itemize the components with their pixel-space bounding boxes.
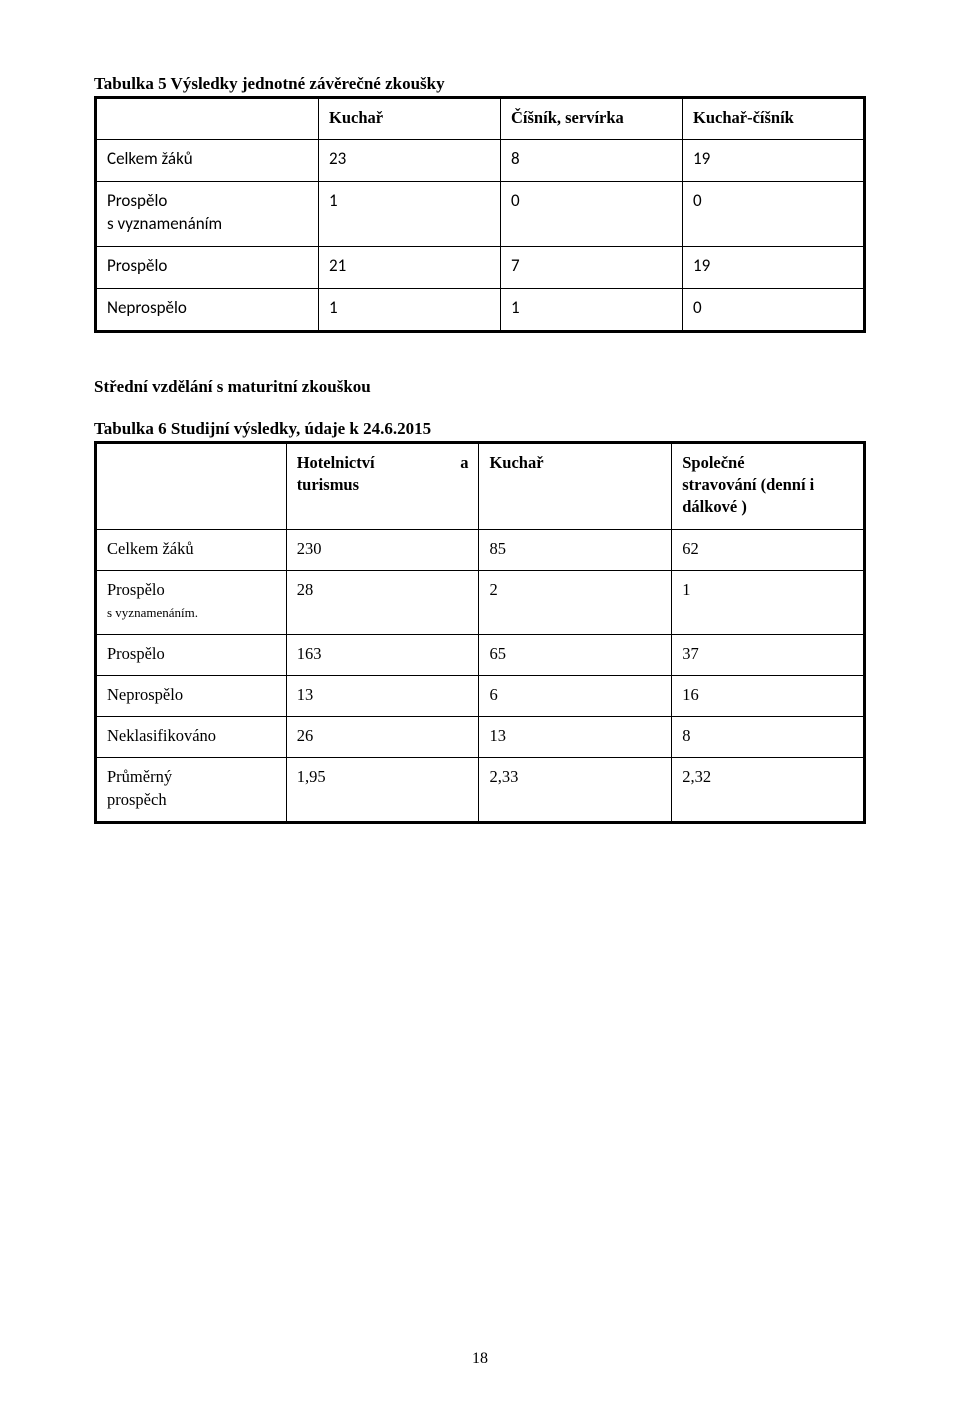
cell-label: Průměrný prospěch: [96, 758, 287, 823]
cell-value: 2,33: [479, 758, 672, 823]
table-row: Průměrný prospěch 1,95 2,33 2,32: [96, 758, 865, 823]
cell-value: 13: [479, 717, 672, 758]
cell-value: 1: [501, 289, 683, 332]
page-number: 18: [0, 1350, 960, 1368]
table6-header-empty: [96, 442, 287, 529]
cell-value: 6: [479, 675, 672, 716]
label-main: Prospělo: [107, 190, 167, 211]
table5: Kuchař Číšník, servírka Kuchař-číšník Ce…: [94, 96, 866, 333]
cell-value: 19: [682, 247, 864, 289]
cell-value: 62: [672, 529, 865, 570]
cell-value: 26: [286, 717, 479, 758]
header-text: turismus: [297, 475, 359, 494]
cell-value: 2,32: [672, 758, 865, 823]
cell-value: 37: [672, 634, 865, 675]
cell-value: 0: [501, 182, 683, 247]
cell-value: 65: [479, 634, 672, 675]
table5-title: Tabulka 5 Výsledky jednotné závěrečné zk…: [94, 74, 866, 94]
table-row: Celkem žáků 23 8 19: [96, 140, 865, 182]
cell-value: 16: [672, 675, 865, 716]
table-row: Celkem žáků 230 85 62: [96, 529, 865, 570]
cell-value: 230: [286, 529, 479, 570]
cell-value: 7: [501, 247, 683, 289]
table6: Hotelnictví a turismus Kuchař Společné s…: [94, 441, 866, 824]
label-sub: s vyznamenáním: [107, 213, 222, 234]
cell-label: Celkem žáků: [96, 140, 319, 182]
table6-header-kuchar: Kuchař: [479, 442, 672, 529]
table-row: Prospělo s vyznamenáním. 28 2 1: [96, 571, 865, 635]
table5-header-cisnik: Číšník, servírka: [501, 98, 683, 140]
table5-header-kuchar-cisnik: Kuchař-číšník: [682, 98, 864, 140]
table6-header-hotelnictvi: Hotelnictví a turismus: [286, 442, 479, 529]
cell-label: Prospělo: [96, 247, 319, 289]
label-main: Prospělo: [107, 580, 165, 599]
table5-header-kuchar: Kuchař: [319, 98, 501, 140]
cell-value: 13: [286, 675, 479, 716]
label-sub: s vyznamenáním.: [107, 605, 198, 620]
cell-value: 0: [682, 289, 864, 332]
header-text: Hotelnictví: [297, 452, 375, 474]
cell-label: Neklasifikováno: [96, 717, 287, 758]
table-row: Neprospělo 13 6 16: [96, 675, 865, 716]
table-row: Neprospělo 1 1 0: [96, 289, 865, 332]
section-heading: Střední vzdělání s maturitní zkouškou: [94, 377, 866, 397]
cell-value: 28: [286, 571, 479, 635]
table6-title: Tabulka 6 Studijní výsledky, údaje k 24.…: [94, 419, 866, 439]
cell-label: Neprospělo: [96, 289, 319, 332]
cell-value: 85: [479, 529, 672, 570]
cell-label: Celkem žáků: [96, 529, 287, 570]
table5-header-row: Kuchař Číšník, servírka Kuchař-číšník: [96, 98, 865, 140]
cell-label: Neprospělo: [96, 675, 287, 716]
header-text: stravování (denní i: [682, 475, 814, 494]
cell-value: 163: [286, 634, 479, 675]
table-row: Prospělo 21 7 19: [96, 247, 865, 289]
header-text: Společné: [682, 453, 744, 472]
cell-label: Prospělo: [96, 634, 287, 675]
cell-value: 0: [682, 182, 864, 247]
table6-header-spolecne: Společné stravování (denní i dálkové ): [672, 442, 865, 529]
table-row: Prospělo s vyznamenáním 1 0 0: [96, 182, 865, 247]
cell-value: 19: [682, 140, 864, 182]
table-row: Prospělo 163 65 37: [96, 634, 865, 675]
table-row: Neklasifikováno 26 13 8: [96, 717, 865, 758]
table6-header-row: Hotelnictví a turismus Kuchař Společné s…: [96, 442, 865, 529]
cell-value: 8: [501, 140, 683, 182]
cell-value: 23: [319, 140, 501, 182]
header-text: a: [460, 452, 468, 474]
cell-value: 2: [479, 571, 672, 635]
label-main: Průměrný: [107, 767, 172, 786]
cell-label: Prospělo s vyznamenáním: [96, 182, 319, 247]
cell-value: 1: [319, 182, 501, 247]
cell-value: 1: [672, 571, 865, 635]
header-text: dálkové ): [682, 497, 747, 516]
label-sub: prospěch: [107, 790, 167, 809]
cell-value: 1,95: [286, 758, 479, 823]
table5-header-empty: [96, 98, 319, 140]
cell-value: 8: [672, 717, 865, 758]
cell-value: 1: [319, 289, 501, 332]
cell-label: Prospělo s vyznamenáním.: [96, 571, 287, 635]
cell-value: 21: [319, 247, 501, 289]
